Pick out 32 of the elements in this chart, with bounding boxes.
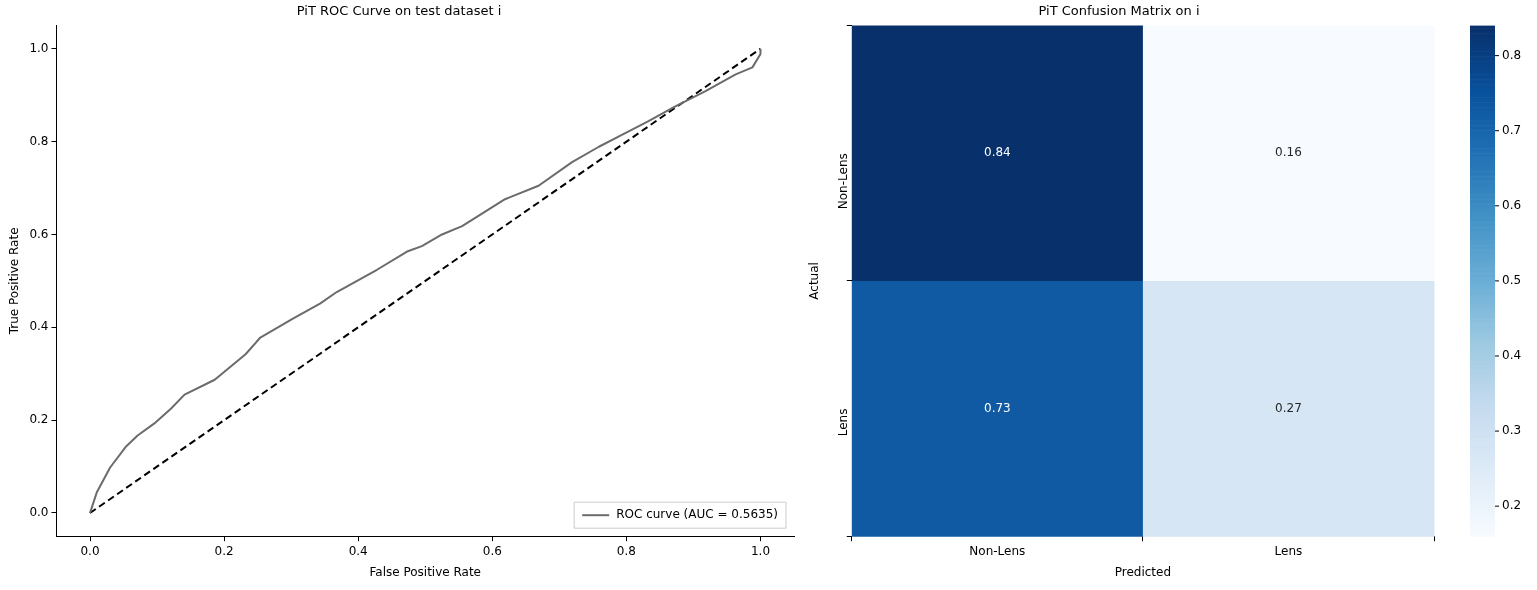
y-axis-title: Actual bbox=[807, 262, 822, 300]
y-axis-title: True Positive Rate bbox=[7, 227, 22, 336]
x-tick-label: 0.4 bbox=[348, 543, 368, 558]
data-label: 0.73 bbox=[983, 400, 1011, 415]
data-label: 0.16 bbox=[1275, 145, 1302, 160]
color-bar-label: 0.8 bbox=[1502, 47, 1522, 62]
chart-title: PiT Confusion Matrix on i bbox=[1038, 3, 1200, 19]
x-tick-label: 0.8 bbox=[616, 543, 636, 558]
chart-title: PiT ROC Curve on test dataset i bbox=[296, 3, 502, 19]
legend-label: ROC curve (AUC = 0.5635) bbox=[616, 507, 779, 522]
color-bar-label: 0.6 bbox=[1502, 197, 1522, 212]
y-tick-label: 0.6 bbox=[29, 226, 49, 241]
x-tick-label: 0.6 bbox=[482, 543, 502, 558]
x-tick-label: 1.0 bbox=[750, 543, 771, 558]
color-bar-label: 0.4 bbox=[1502, 348, 1522, 363]
x-axis-title: Predicted bbox=[1114, 564, 1172, 579]
y-tick-label: 0.4 bbox=[29, 319, 49, 334]
x-axis-title: False Positive Rate bbox=[369, 564, 482, 579]
data-label: 0.84 bbox=[983, 145, 1011, 160]
data-label: 0.27 bbox=[1275, 400, 1302, 415]
color-bar-label: 0.5 bbox=[1502, 273, 1522, 288]
x-tick-label: Non-Lens bbox=[969, 543, 1026, 558]
y-tick-label: 0.2 bbox=[29, 412, 49, 427]
color-bar-label: 0.3 bbox=[1502, 423, 1522, 438]
x-tick-label: Lens bbox=[1274, 543, 1303, 558]
x-tick-label: 0.2 bbox=[214, 543, 234, 558]
color-bar-label: 0.7 bbox=[1502, 122, 1522, 137]
y-tick-label: 0.0 bbox=[29, 505, 49, 520]
x-tick-label: 0.0 bbox=[80, 543, 100, 558]
color-bar-label: 0.2 bbox=[1502, 498, 1522, 513]
y-tick-label: 1.0 bbox=[29, 40, 49, 55]
y-tick-label: 0.8 bbox=[29, 133, 49, 148]
